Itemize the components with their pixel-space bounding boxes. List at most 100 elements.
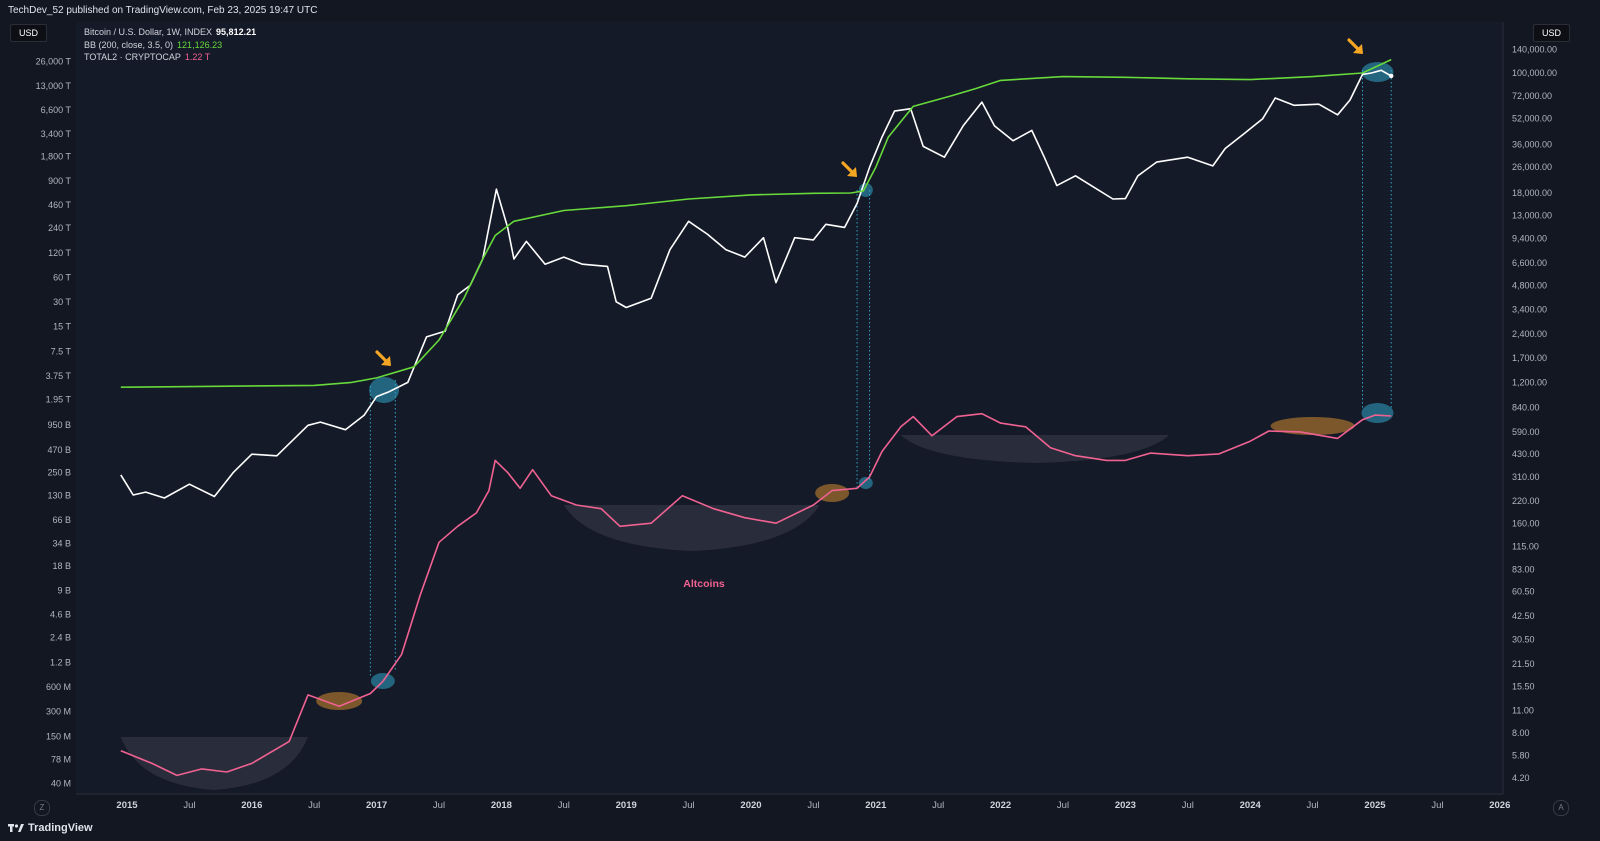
auto-scale-button[interactable]: A xyxy=(1553,800,1569,816)
x-axis-tick: 2026 xyxy=(1489,800,1510,811)
right-axis-tick: 30.50 xyxy=(1512,634,1535,644)
left-axis-tick: 120 T xyxy=(48,248,71,258)
right-axis-tick: 83.00 xyxy=(1512,564,1535,574)
legend-btc-value: 95,812.21 xyxy=(216,27,257,37)
left-axis-tick: 600 M xyxy=(46,682,71,692)
arrow-head xyxy=(381,356,391,366)
zoom-button[interactable]: Z xyxy=(34,800,50,816)
right-axis-tick: 60.50 xyxy=(1512,586,1535,596)
right-axis-tick: 18,000.00 xyxy=(1512,188,1552,198)
left-axis[interactable]: 26,000 T 13,000 T 6,600 T 3,400 T 1,800 T 900… xyxy=(36,56,72,788)
legend-total2-name: TOTAL2 · CRYPTOCAP xyxy=(84,52,181,62)
x-axis[interactable]: 2015 Jul 2016 Jul 2017 Jul 2018 Jul 2019 Jul 2020 J… xyxy=(116,800,1510,811)
left-axis-tick: 78 M xyxy=(51,755,71,765)
right-axis-tick: 52,000.00 xyxy=(1512,114,1552,124)
right-axis-tick: 4,800.00 xyxy=(1512,280,1547,290)
legend-total2[interactable]: TOTAL2 · CRYPTOCAP 1.22 T xyxy=(84,51,256,64)
right-axis-tick: 21.50 xyxy=(1512,659,1535,669)
legend-bb-value: 121,126.23 xyxy=(177,39,223,50)
x-axis-tick: 2025 xyxy=(1364,800,1386,811)
left-axis-tick: 460 T xyxy=(48,200,71,210)
left-axis-tick: 6,600 T xyxy=(41,105,72,115)
tradingview-logo-icon xyxy=(8,824,24,832)
left-axis-tick: 15 T xyxy=(53,322,71,332)
left-axis-tick: 34 B xyxy=(52,538,71,548)
publish-header: TechDev_52 published on TradingView.com,… xyxy=(0,0,1600,22)
highlight-oval-total2 xyxy=(858,477,873,489)
legend-total2-value: 1.22 T xyxy=(184,52,211,62)
cup-shape xyxy=(120,737,308,790)
legend-bb[interactable]: BB (200, close, 3.5, 0) 121,126.23 xyxy=(84,39,256,52)
arrow-2017 xyxy=(375,350,391,366)
left-axis-tick: 3.75 T xyxy=(46,371,72,381)
right-axis-tick: 310.00 xyxy=(1512,472,1540,482)
left-axis-tick: 66 B xyxy=(52,515,71,525)
highlight-oval-total2 xyxy=(1361,403,1394,423)
plot-area xyxy=(76,22,1503,794)
left-axis-tick: 7.5 T xyxy=(51,346,72,356)
x-axis-tick: 2015 xyxy=(116,800,138,811)
right-axis-tick: 840.00 xyxy=(1512,402,1540,412)
right-axis[interactable]: 140,000.00 100,000.00 72,000.00 52,000.00 36… xyxy=(1512,44,1557,783)
arrow-2024 xyxy=(1347,38,1363,54)
left-axis-tick: 150 M xyxy=(46,731,71,741)
cup-shapes xyxy=(120,435,1170,790)
right-axis-tick: 140,000.00 xyxy=(1512,44,1557,54)
right-axis-tick: 430.00 xyxy=(1512,449,1540,459)
legend-btc[interactable]: Bitcoin / U.S. Dollar, 1W, INDEX 95,812.2… xyxy=(84,26,256,39)
right-axis-tick: 220.00 xyxy=(1512,496,1540,506)
legend-btc-name: Bitcoin / U.S. Dollar, 1W, INDEX xyxy=(84,27,213,37)
x-axis-tick: 2019 xyxy=(616,800,637,811)
legend-bb-name: BB (200, close, 3.5, 0) xyxy=(84,39,174,50)
btc-price-line xyxy=(120,69,1392,499)
left-axis-tick: 60 T xyxy=(53,272,71,282)
arrow-head xyxy=(1353,44,1363,54)
left-axis-tick: 470 B xyxy=(47,445,71,455)
x-axis-tick: Jul xyxy=(1431,800,1443,811)
x-axis-tick: 2024 xyxy=(1240,800,1262,811)
highlight-oval-total2 xyxy=(316,692,363,710)
right-axis-tick: 3,400.00 xyxy=(1512,305,1547,315)
right-axis-tick: 11.00 xyxy=(1512,706,1534,716)
tradingview-logo[interactable]: TradingView xyxy=(8,822,93,834)
right-axis-tick: 4.20 xyxy=(1512,773,1530,783)
left-axis-tick: 130 B xyxy=(47,491,71,501)
x-axis-tick: 2020 xyxy=(740,800,761,811)
annotation-altcoins: Altcoins xyxy=(683,578,725,590)
x-axis-tick: 2023 xyxy=(1115,800,1136,811)
x-axis-tick: Jul xyxy=(558,800,570,811)
total2-line xyxy=(120,412,1392,777)
left-axis-tick: 250 B xyxy=(47,467,71,477)
publish-line: TechDev_52 published on TradingView.com,… xyxy=(8,5,318,16)
arrow-2020 xyxy=(841,161,857,177)
left-axis-tick: 40 M xyxy=(51,778,71,788)
legend[interactable]: Bitcoin / U.S. Dollar, 1W, INDEX 95,812.2… xyxy=(84,26,256,64)
currency-button-right[interactable]: USD xyxy=(1533,24,1571,42)
vertical-guides xyxy=(369,70,1392,678)
bb-upper-line xyxy=(120,58,1392,388)
left-axis-tick: 30 T xyxy=(53,297,71,307)
x-axis-tick: Jul xyxy=(1307,800,1319,811)
x-axis-tick: Jul xyxy=(433,800,445,811)
x-axis-tick: Jul xyxy=(183,800,195,811)
x-axis-tick: Jul xyxy=(683,800,695,811)
x-axis-tick: 2018 xyxy=(491,800,512,811)
cup-shape xyxy=(900,435,1170,463)
x-axis-tick: 2021 xyxy=(865,800,887,811)
right-axis-tick: 13,000.00 xyxy=(1512,211,1552,221)
brand-label: TradingView xyxy=(28,822,93,834)
x-axis-tick: Jul xyxy=(308,800,320,811)
currency-button-left[interactable]: USD xyxy=(10,24,48,42)
left-axis-tick: 2.4 B xyxy=(50,633,71,643)
right-axis-tick: 100,000.00 xyxy=(1512,68,1557,78)
left-axis-tick: 1,800 T xyxy=(41,151,72,161)
left-axis-tick: 4.6 B xyxy=(50,610,71,620)
right-axis-tick: 36,000.00 xyxy=(1512,139,1552,149)
x-axis-tick: Jul xyxy=(1057,800,1069,811)
left-axis-tick: 3,400 T xyxy=(41,129,72,139)
right-axis-tick: 26,000.00 xyxy=(1512,162,1552,172)
right-axis-tick: 15.50 xyxy=(1512,682,1535,692)
right-axis-tick: 160.00 xyxy=(1512,518,1540,528)
highlight-oval-total2 xyxy=(1270,417,1355,435)
